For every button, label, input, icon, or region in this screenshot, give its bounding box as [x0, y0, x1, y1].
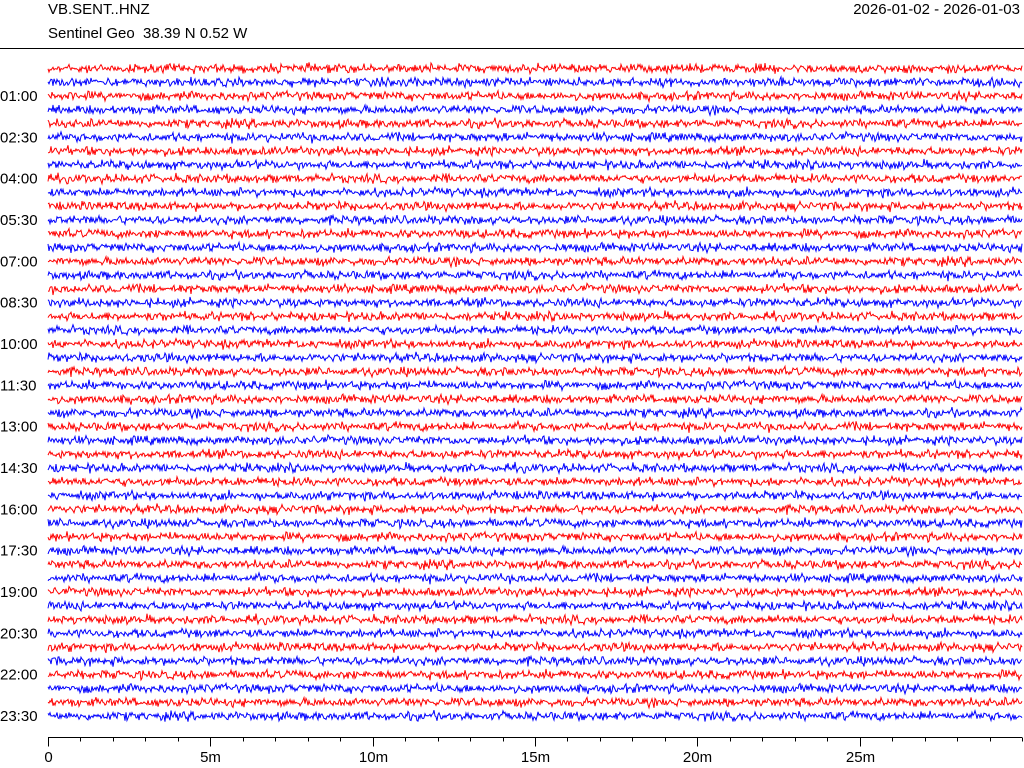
y-tick-label: 23:30	[0, 708, 38, 725]
trace	[47, 419, 1023, 434]
station-location: Sentinel Geo 38.39 N 0.52 W	[48, 25, 248, 42]
date-range: 2026-01-02 - 2026-01-03	[853, 1, 1020, 18]
trace	[47, 144, 1023, 158]
x-tick-label: 10m	[359, 749, 388, 766]
trace	[47, 282, 1023, 296]
trace	[47, 364, 1023, 379]
trace	[47, 240, 1023, 255]
trace	[47, 544, 1023, 559]
trace	[47, 309, 1023, 324]
trace	[47, 158, 1023, 172]
trace	[47, 337, 1023, 351]
y-tick-label: 16:00	[0, 501, 38, 518]
trace	[47, 695, 1023, 710]
x-tick-label: 0	[44, 749, 52, 766]
y-tick-label: 01:00	[0, 88, 38, 105]
y-tick-label: 07:00	[0, 253, 38, 270]
x-tick-label: 5m	[200, 749, 221, 766]
trace	[47, 185, 1023, 200]
y-tick-label: 05:30	[0, 212, 38, 229]
x-tick-label: 20m	[683, 749, 712, 766]
trace	[47, 61, 1023, 76]
trace	[47, 226, 1023, 241]
y-tick-label: 17:30	[0, 543, 38, 560]
trace	[47, 392, 1023, 407]
trace	[47, 103, 1023, 118]
y-tick-label: 04:00	[0, 171, 38, 188]
trace	[47, 130, 1023, 144]
trace	[47, 667, 1023, 682]
trace	[47, 88, 1023, 104]
y-tick-label: 13:00	[0, 419, 38, 436]
y-tick-label: 11:30	[0, 377, 36, 394]
trace	[47, 406, 1023, 421]
trace	[47, 516, 1023, 531]
y-tick-label: 02:30	[0, 129, 38, 146]
y-tick-label: 08:30	[0, 295, 38, 312]
trace	[47, 295, 1023, 310]
trace	[47, 213, 1023, 227]
y-tick-label: 10:00	[0, 336, 38, 353]
trace	[47, 585, 1023, 599]
trace	[47, 654, 1023, 668]
trace	[47, 350, 1023, 365]
trace	[47, 461, 1023, 476]
y-tick-label: 22:00	[0, 667, 38, 684]
trace	[47, 267, 1023, 282]
trace	[47, 599, 1023, 613]
trace	[47, 447, 1023, 462]
x-tick-label: 25m	[846, 749, 875, 766]
trace	[47, 474, 1023, 489]
trace	[47, 378, 1023, 393]
trace	[47, 502, 1023, 517]
trace	[47, 116, 1023, 131]
trace	[47, 75, 1023, 90]
trace	[47, 612, 1023, 627]
station-name: VB.SENT..HNZ	[48, 1, 150, 18]
x-tick-label: 15m	[521, 749, 550, 766]
trace	[47, 488, 1023, 503]
trace	[47, 433, 1023, 448]
y-tick-label: 19:00	[0, 584, 38, 601]
trace	[47, 571, 1023, 585]
trace	[47, 171, 1023, 186]
trace	[47, 557, 1023, 571]
trace	[47, 708, 1023, 723]
trace	[47, 254, 1023, 269]
y-tick-label: 14:30	[0, 460, 38, 477]
trace	[47, 626, 1023, 640]
trace	[47, 640, 1023, 654]
trace	[47, 323, 1023, 337]
trace	[47, 681, 1023, 696]
trace	[47, 199, 1023, 214]
y-tick-label: 20:30	[0, 625, 38, 642]
trace	[47, 529, 1023, 544]
